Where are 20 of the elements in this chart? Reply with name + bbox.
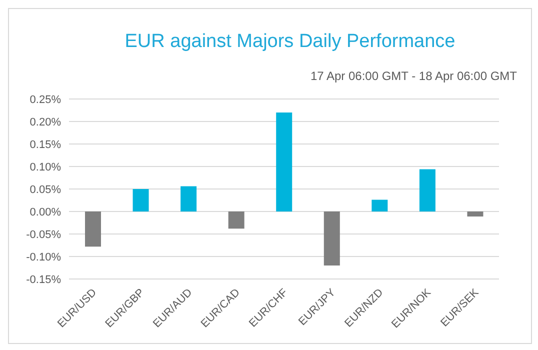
y-tick-label: 0.00% [30, 206, 62, 218]
bar [276, 112, 292, 212]
y-tick-label: 0.20% [30, 116, 62, 128]
bar [467, 212, 484, 216]
y-tick-label: 0.10% [30, 161, 62, 174]
bar [324, 212, 340, 266]
bar [132, 189, 149, 212]
y-tick-label: -0.10% [26, 251, 62, 264]
bar [180, 186, 197, 212]
y-tick-label: 0.25% [30, 94, 62, 106]
bar [419, 169, 436, 212]
chart-subtitle: 17 Apr 06:00 GMT - 18 Apr 06:00 GMT [310, 69, 517, 83]
bar [85, 212, 101, 247]
y-tick-label: -0.15% [26, 274, 62, 286]
bar [228, 212, 244, 229]
y-tick-label: 0.05% [30, 184, 62, 196]
y-tick-label: 0.15% [30, 138, 62, 151]
bar [372, 200, 388, 212]
chart-title: EUR against Majors Daily Performance [124, 31, 456, 53]
y-tick-label: -0.05% [26, 228, 62, 241]
